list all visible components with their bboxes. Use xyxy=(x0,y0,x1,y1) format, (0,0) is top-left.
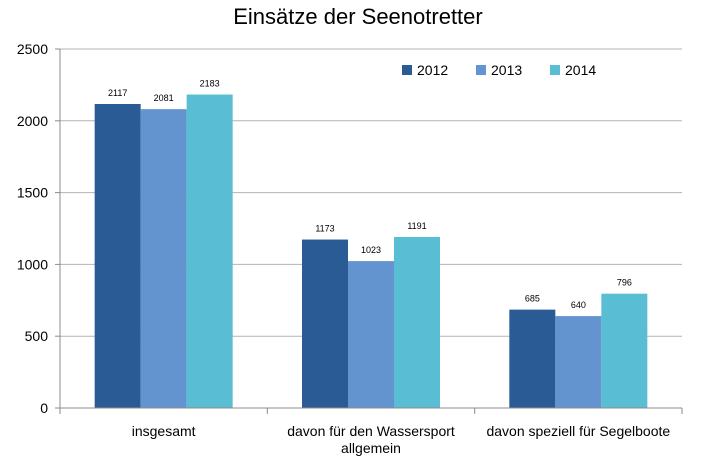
legend-label: 2012 xyxy=(417,62,448,78)
bar-2013 xyxy=(348,261,394,408)
bar-2013 xyxy=(140,109,187,409)
bar-2012 xyxy=(509,309,556,408)
data-label: 685 xyxy=(525,294,540,304)
legend-swatch-2012 xyxy=(402,65,412,75)
y-tick-label: 2000 xyxy=(17,113,48,129)
legend-swatch-2013 xyxy=(476,65,486,75)
legend: 2012 2013 2014 xyxy=(402,62,596,78)
bar-2012 xyxy=(94,103,141,408)
y-tick-label: 1000 xyxy=(17,256,48,272)
chart-title: Einsätze der Seenotretter xyxy=(233,4,482,29)
bar-2012 xyxy=(302,239,348,408)
bar-2013 xyxy=(555,316,602,408)
x-category-label: insgesamt xyxy=(132,423,196,439)
y-tick-label: 2500 xyxy=(17,41,48,57)
y-tick-label: 0 xyxy=(40,400,48,416)
bars xyxy=(94,94,648,409)
y-tick-label: 1500 xyxy=(17,185,48,201)
x-category-label: davon für den Wassersport xyxy=(287,423,455,439)
data-label: 640 xyxy=(571,300,586,310)
data-label: 2117 xyxy=(108,88,127,98)
bar-2014 xyxy=(394,236,440,408)
data-label: 1191 xyxy=(407,221,426,231)
data-labels: 2117 2081 2183 1173 1023 1191 685 640 796 xyxy=(108,79,632,311)
data-label: 2183 xyxy=(200,79,220,89)
data-label: 796 xyxy=(617,278,632,288)
legend-label: 2013 xyxy=(491,62,522,78)
data-label: 1173 xyxy=(315,224,334,234)
x-category-label: allgemein xyxy=(341,440,401,456)
data-label: 2081 xyxy=(154,93,174,103)
legend-label: 2014 xyxy=(565,62,596,78)
axes: 0 500 1000 1500 2000 2500 insgesamt davon für d… xyxy=(17,41,683,456)
legend-swatch-2014 xyxy=(550,65,560,75)
x-category-label: davon speziell für Segelboote xyxy=(486,423,670,439)
y-tick-label: 500 xyxy=(25,328,49,344)
bar-2014 xyxy=(601,293,648,408)
data-label: 1023 xyxy=(361,245,381,255)
bar-2014 xyxy=(186,94,233,408)
